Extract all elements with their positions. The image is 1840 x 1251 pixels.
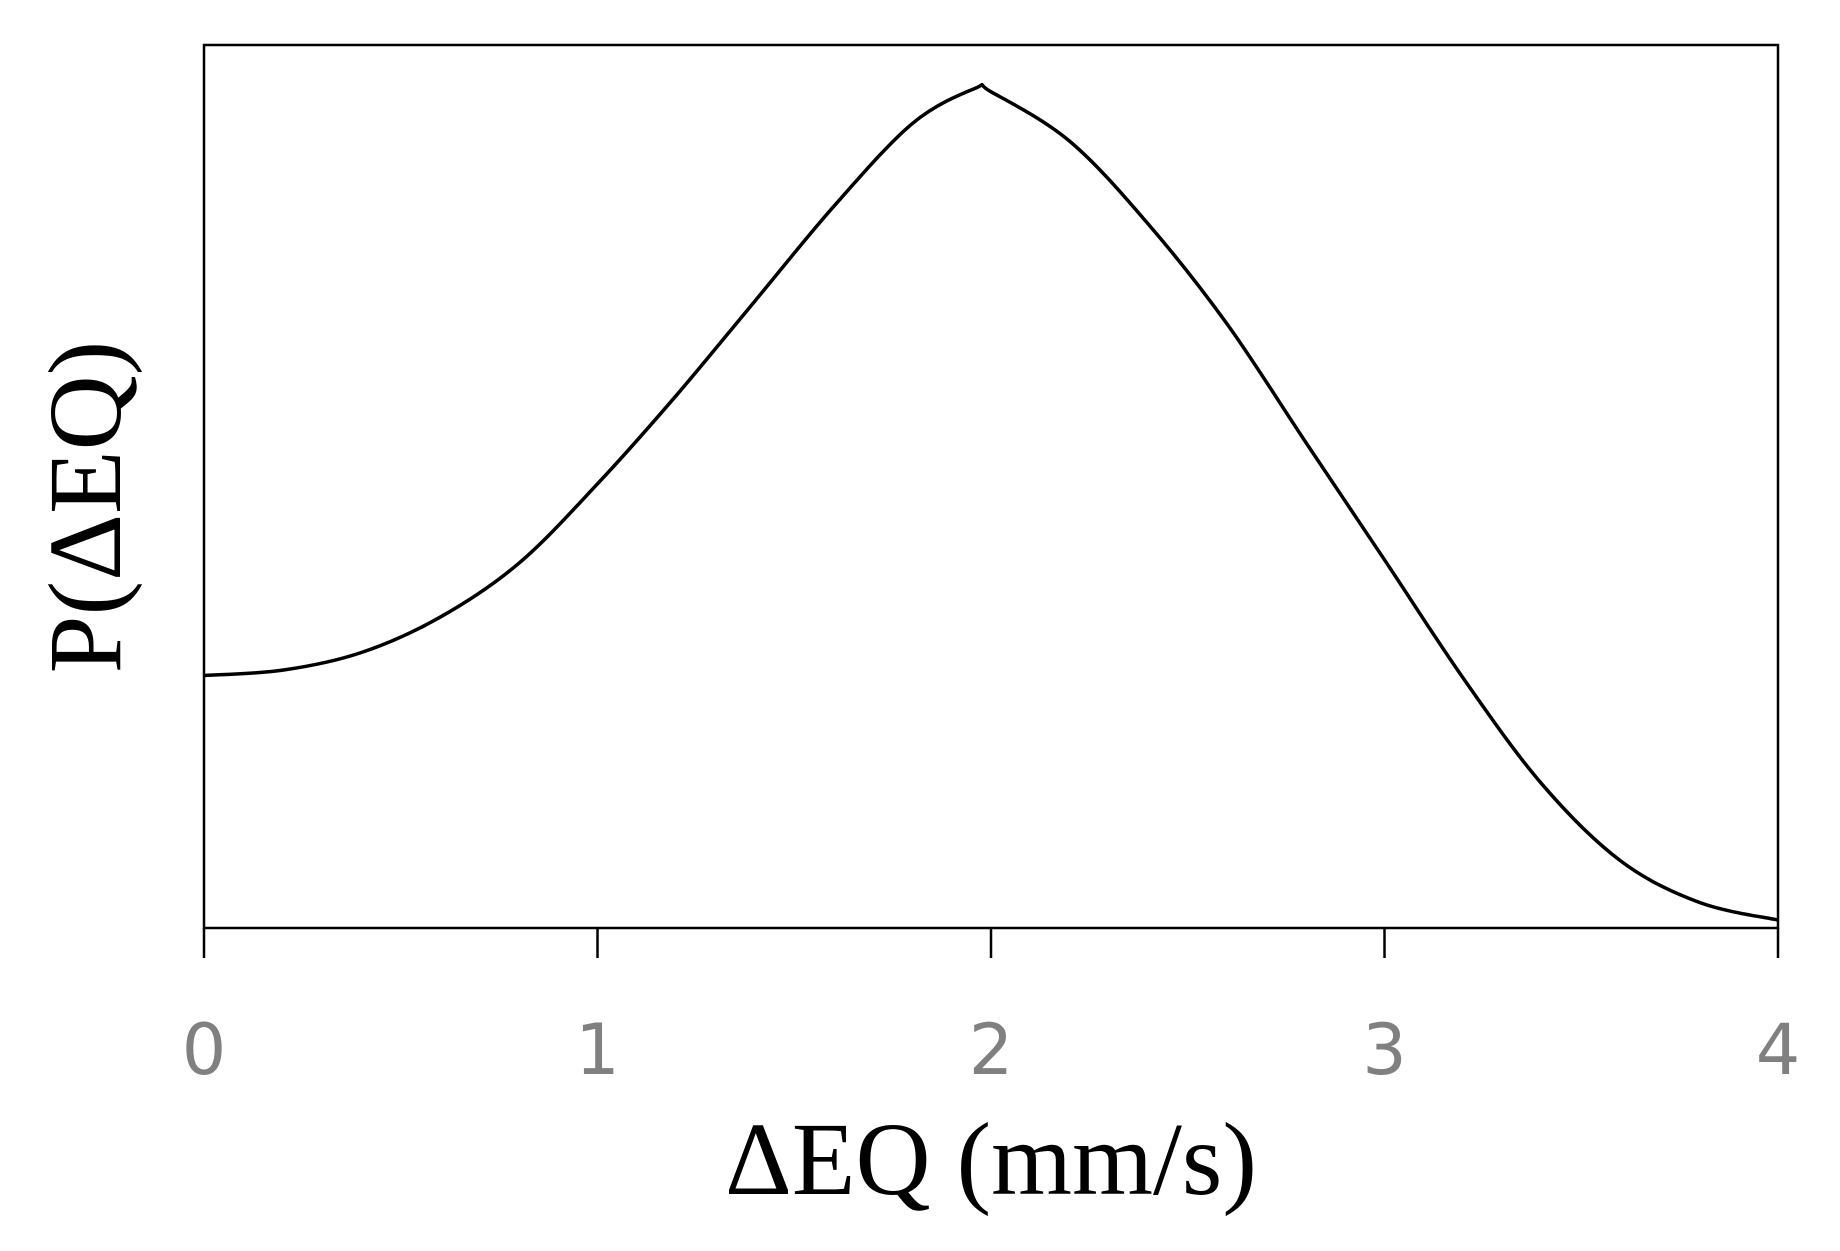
x-tick-label: 4 (1756, 1009, 1801, 1091)
x-tick-label: 2 (969, 1009, 1014, 1091)
line (203, 82, 1779, 922)
x-tick-label: 0 (182, 1009, 227, 1091)
x-tick-label: 3 (1362, 1009, 1407, 1091)
y-axis-title: P(ΔEQ) (28, 341, 143, 674)
plot-frame (202, 43, 1780, 930)
x-axis-title: ΔEQ (mm/s) (725, 1102, 1257, 1217)
x-tick-label: 1 (575, 1009, 620, 1091)
